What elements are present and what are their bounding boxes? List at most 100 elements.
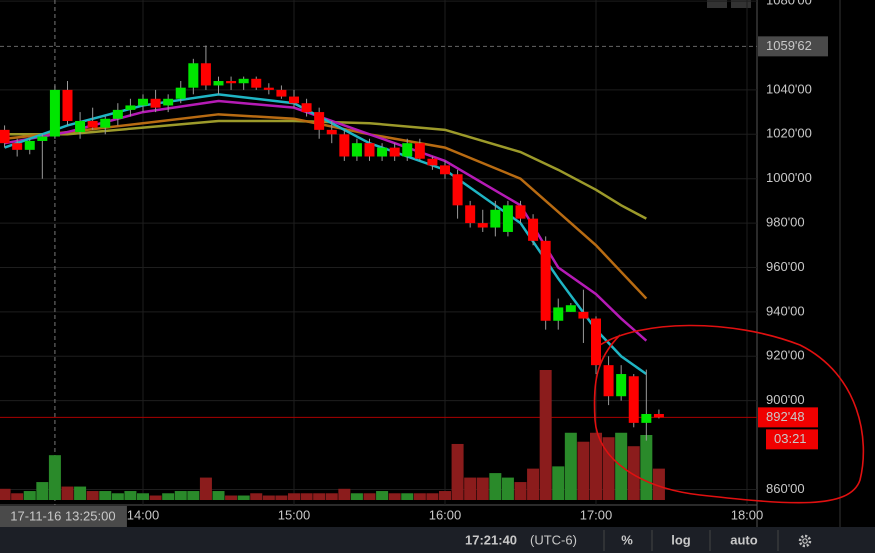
x-tick-label: 18:00 <box>731 507 764 522</box>
volume-bar <box>137 493 149 500</box>
candle-body <box>138 98 148 106</box>
candle-body <box>578 311 589 319</box>
settings-button[interactable] <box>798 534 812 548</box>
volume-bar <box>501 477 514 500</box>
x-tick-label: 15:00 <box>278 507 311 522</box>
volume-bar <box>313 493 326 500</box>
high-label-box <box>758 36 828 57</box>
candle-body <box>653 413 664 418</box>
candle-body <box>163 98 174 106</box>
candle-body <box>125 105 136 110</box>
candle-body <box>616 374 627 397</box>
volume-bar <box>640 435 653 500</box>
candle-body <box>150 98 161 108</box>
annotation-circle <box>593 324 865 504</box>
volume-bar <box>489 473 502 500</box>
candle-body <box>553 307 564 321</box>
button[interactable] <box>707 0 727 8</box>
toolbar <box>0 527 875 553</box>
timezone[interactable]: (UTC-6) <box>530 532 577 547</box>
candle-body <box>591 318 601 366</box>
candle-body <box>24 140 35 150</box>
volume-bar <box>439 491 451 500</box>
volume-bar <box>464 477 477 500</box>
candle-body <box>364 143 375 157</box>
countdown: 03:21 <box>774 431 807 446</box>
candle-body <box>465 205 476 224</box>
volume-bar <box>61 486 74 500</box>
volume-bar <box>413 493 426 500</box>
volume-bar <box>149 495 162 500</box>
volume-bar <box>124 491 137 500</box>
clock: 17:21:40 <box>465 532 517 547</box>
candle-body <box>0 129 10 144</box>
volume-bar <box>237 495 250 500</box>
candle-body <box>326 129 337 135</box>
volume-bar <box>212 491 225 500</box>
candle-body <box>188 63 199 88</box>
volume-bar <box>451 443 464 500</box>
volume-bar <box>36 482 49 500</box>
y-tick-label: 920'00 <box>766 348 805 363</box>
y-tick-label: 1020'00 <box>766 126 812 141</box>
volume-bar <box>275 495 288 500</box>
auto-button[interactable]: auto <box>730 532 758 547</box>
volume-bar <box>552 466 565 500</box>
candle-body <box>263 87 274 90</box>
candle-body <box>490 209 501 228</box>
y-tick-label: 940'00 <box>766 303 805 318</box>
volume-bar <box>388 493 401 500</box>
volume <box>0 370 665 500</box>
volume-bar <box>111 493 124 500</box>
countdown-box <box>766 429 818 450</box>
volume-bar <box>99 491 112 500</box>
moving-average <box>4 119 647 220</box>
volume-bar <box>225 495 238 500</box>
candle-body <box>377 147 388 157</box>
candle-body <box>251 78 262 88</box>
candle-body <box>452 174 463 206</box>
gear-hole <box>802 538 808 544</box>
candle-body <box>314 112 325 130</box>
candle-body <box>528 218 539 241</box>
volume-bar <box>376 491 389 500</box>
volume-bar <box>401 493 414 500</box>
y-tick-label: 1040'00 <box>766 81 812 96</box>
volume-bar <box>48 455 61 500</box>
volume-bar <box>250 493 263 500</box>
candle-body <box>402 143 413 157</box>
candle-body <box>351 143 362 157</box>
candle-body <box>112 109 123 119</box>
high-label: 1059'62 <box>766 38 812 53</box>
volume-bar <box>338 488 351 500</box>
volume-bar <box>11 493 24 500</box>
candle-body <box>440 165 450 175</box>
volume-bar <box>174 491 187 500</box>
y-tick-label: 1080'00 <box>766 0 812 8</box>
log-button[interactable]: log <box>671 532 691 547</box>
volume-bar <box>514 482 527 500</box>
volume-bar <box>527 468 540 500</box>
volume-bar <box>652 468 665 500</box>
percent-button[interactable]: % <box>621 532 633 547</box>
volume-bar <box>262 495 275 500</box>
volume-bar <box>23 491 36 500</box>
volume-bar <box>476 477 489 500</box>
candle-body <box>37 136 48 141</box>
x-tick-label: 17:00 <box>580 507 613 522</box>
candle-body <box>289 96 299 104</box>
volume-bar <box>0 488 11 500</box>
volume-bar <box>74 486 87 500</box>
candle-body <box>389 147 400 157</box>
candle-body <box>238 78 249 84</box>
candle-body <box>603 365 614 397</box>
candle-body <box>427 158 438 166</box>
volume-bar <box>162 493 175 500</box>
candle-body <box>87 120 98 128</box>
button[interactable] <box>731 0 751 8</box>
candle-body <box>515 205 526 219</box>
candle-body <box>49 89 60 137</box>
candle-body <box>628 376 639 423</box>
volume-bar <box>187 491 200 500</box>
